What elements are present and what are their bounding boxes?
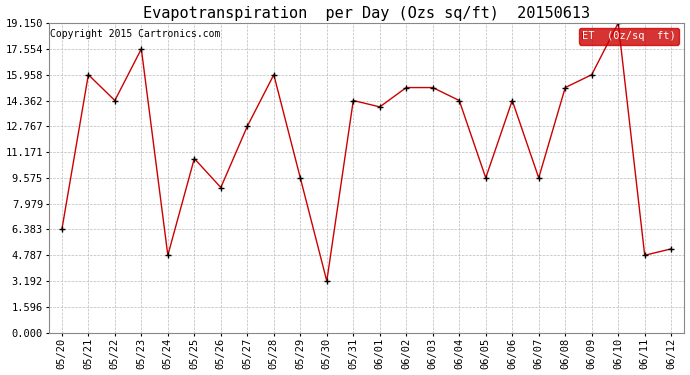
Title: Evapotranspiration  per Day (Ozs sq/ft)  20150613: Evapotranspiration per Day (Ozs sq/ft) 2… [143, 6, 590, 21]
Legend: ET  (0z/sq  ft): ET (0z/sq ft) [579, 28, 679, 45]
Text: Copyright 2015 Cartronics.com: Copyright 2015 Cartronics.com [50, 29, 220, 39]
